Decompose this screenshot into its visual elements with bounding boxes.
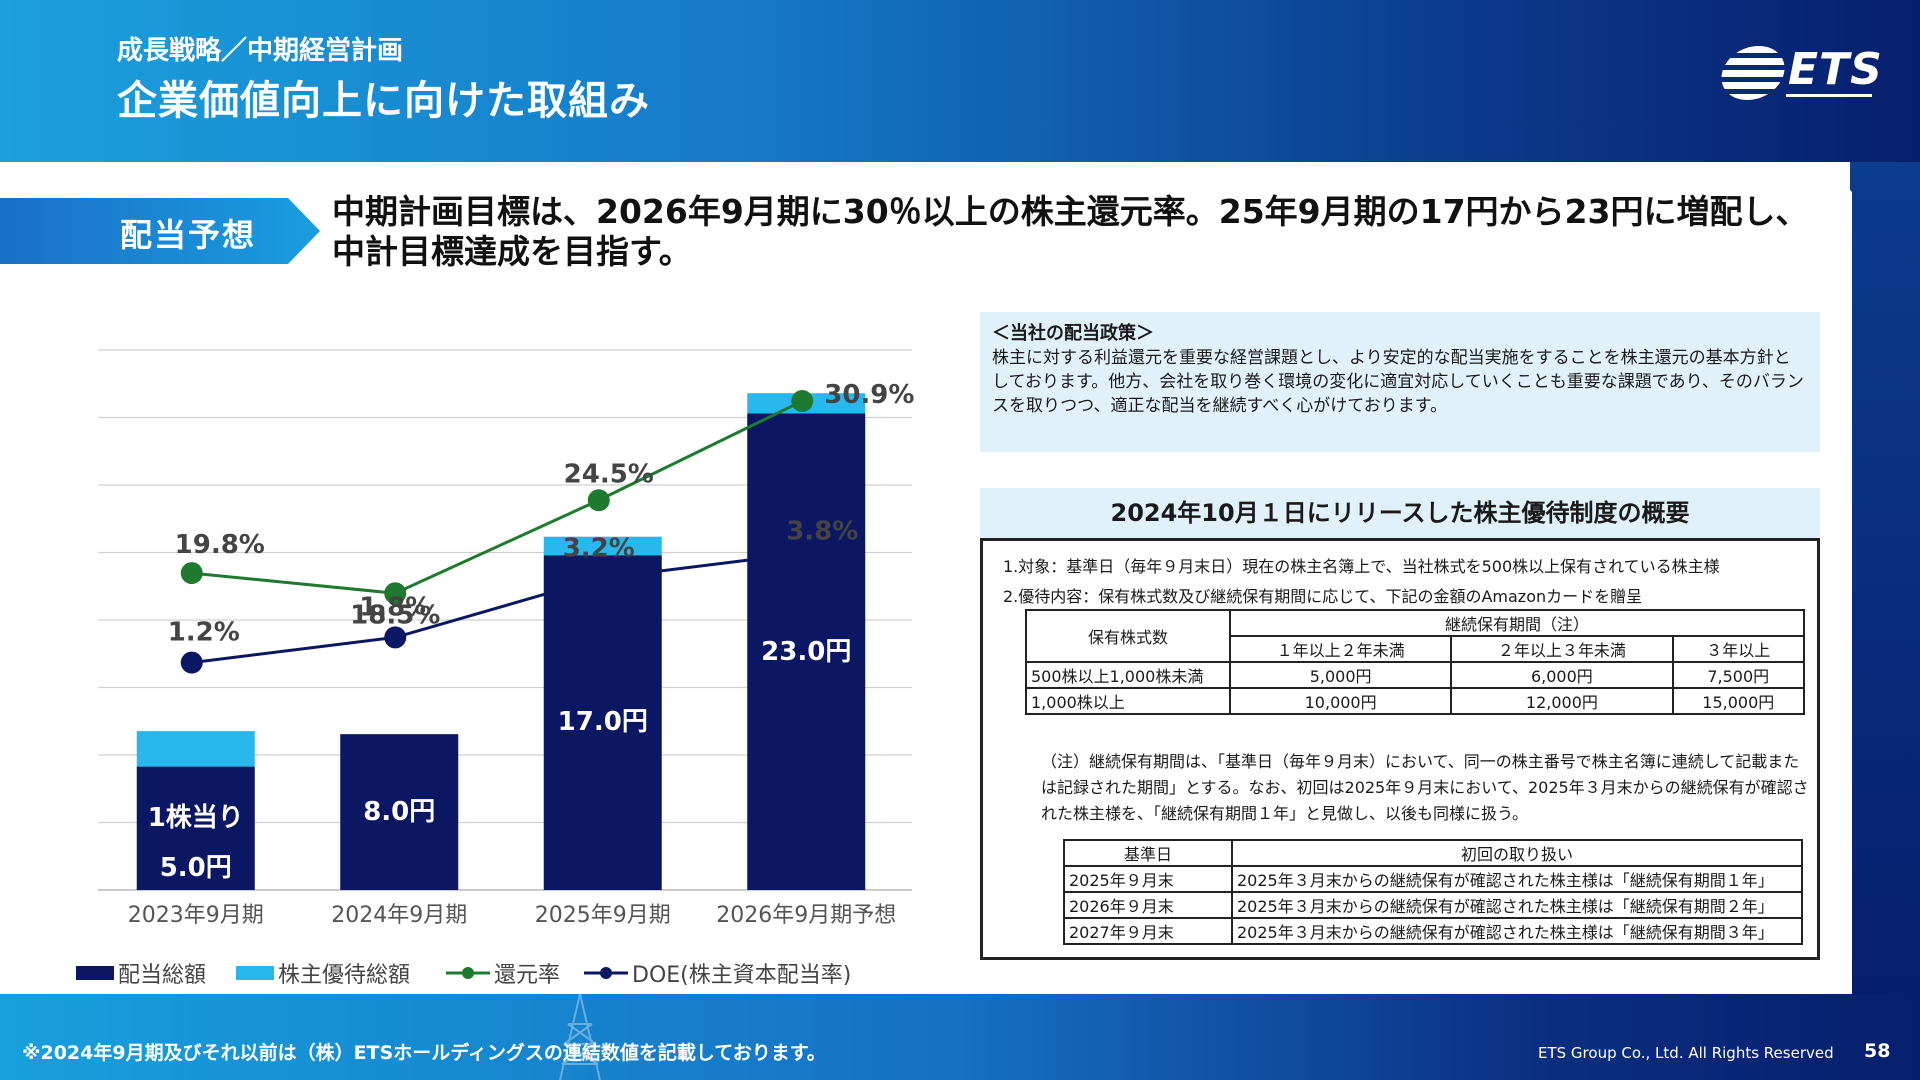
series-point-label: 30.9%	[824, 380, 914, 410]
series-line	[191, 399, 803, 595]
bar-benefit-total	[543, 536, 662, 556]
benefit-note: （注）継続保有期間は、「基準日（毎年９月末）において、同一の株主番号で株主名簿に…	[1029, 749, 1809, 827]
benefit-content: 2.優待内容：保有株式数及び継続保有期間に応じて、下記の金額のAmazonカード…	[1003, 587, 1643, 606]
legend-label: 還元率	[494, 963, 560, 988]
header-period-2: ２年以上３年未満	[1450, 635, 1674, 663]
series-point	[180, 651, 203, 674]
footer-band: ※2024年9月期及びそれ以前は（株）ETSホールディングスの連結数値を記載して…	[0, 994, 1920, 1080]
first-handling-table: 基準日 初回の取り扱い 2025年９月末 2025年３月末からの継続保有が確認さ…	[1063, 839, 1803, 945]
series-point	[791, 542, 814, 565]
chart-svg: 2023年9月期 1株当り 5.0円 2024年9月期 8.0円 2025年9月期 17.0…	[76, 349, 914, 988]
row-shares: 500株以上1,000株未満	[1025, 661, 1231, 689]
row-date: 2027年９月末	[1063, 917, 1233, 945]
benefit-title: 2024年10月１日にリリースした株主優待制度の概要	[980, 488, 1820, 538]
x-tick-label: 2024年9月期	[331, 903, 467, 928]
cell-value: 6,000円	[1450, 661, 1674, 689]
header-period-3: ３年以上	[1671, 635, 1806, 663]
header-date: 基準日	[1063, 839, 1233, 867]
legend-swatch	[76, 966, 114, 980]
table-row: 2026年９月末 2025年３月末からの継続保有が確認された株主様は「継続保有期…	[1063, 891, 1803, 919]
ets-logo: ETS	[1716, 42, 1882, 102]
section-tag: 配当予想	[0, 198, 320, 264]
legend-label: 配当総額	[118, 963, 206, 988]
header-period: 継続保有期間（注）	[1229, 609, 1805, 637]
series-point	[180, 562, 203, 585]
policy-body: 株主に対する利益還元を重要な経営課題とし、より安定的な配当実施をすることを株主還…	[992, 348, 1804, 416]
series-point	[791, 390, 814, 413]
dividend-chart: 2023年9月期 1株当り 5.0円 2024年9月期 8.0円 2025年9月期 17.0…	[0, 270, 960, 1010]
note-text: （注）継続保有期間は、「基準日（毎年９月末）において、同一の株主番号で株主名簿に…	[1041, 752, 1809, 823]
row-date: 2025年９月末	[1063, 865, 1233, 893]
series-point-label: 19.8%	[175, 530, 265, 560]
globe-icon	[1716, 46, 1790, 100]
table-row: 500株以上1,000株未満 5,000円 6,000円 7,500円	[1025, 661, 1806, 689]
series-point	[587, 567, 610, 590]
bar-dividend-total	[747, 413, 866, 890]
header-banner: 成長戦略／中期経営計画 企業価値向上に向けた取組み ETS	[0, 0, 1920, 162]
header-shares: 保有株式数	[1025, 609, 1231, 663]
cell-value: 5,000円	[1228, 661, 1453, 689]
page-number: 58	[1864, 1040, 1891, 1062]
headline: 中期計画目標は、2026年9月期に30％以上の株主還元率。25年9月期の17円か…	[332, 192, 1809, 271]
header-period-1: １年以上２年未満	[1228, 635, 1453, 663]
bar-value-label: 23.0円	[761, 637, 851, 667]
series-point-label: 1.2%	[168, 618, 240, 648]
cell-value: 15,000円	[1671, 687, 1806, 715]
cell-value: 10,000円	[1228, 687, 1453, 715]
cell-value: 12,000円	[1450, 687, 1674, 715]
series-point-label: 3.2%	[563, 534, 635, 564]
benefit-box: 1.対象：基準日（毎年９月末日）現在の株主名簿上で、当社株式を500株以上保有さ…	[980, 538, 1820, 960]
x-tick-label: 2023年9月期	[128, 903, 264, 928]
cell-value: 7,500円	[1671, 661, 1806, 689]
row-handling: 2025年３月末からの継続保有が確認された株主様は「継続保有期間１年」	[1231, 865, 1803, 893]
table-row: 2025年９月末 2025年３月末からの継続保有が確認された株主様は「継続保有期…	[1063, 865, 1803, 893]
series-point-label: 1.8%	[359, 592, 431, 622]
copyright: ETS Group Co., Ltd. All Rights Reserved	[1538, 1044, 1834, 1062]
legend-marker	[462, 967, 474, 979]
legend-marker	[600, 967, 612, 979]
row-date: 2026年９月末	[1063, 891, 1233, 919]
x-tick-label: 2026年9月期予想	[716, 903, 896, 928]
header-handling: 初回の取り扱い	[1231, 839, 1803, 867]
series-point-label: 3.8%	[786, 516, 858, 546]
logo-text: ETS	[1788, 44, 1883, 95]
bar-dividend-total	[340, 734, 459, 890]
row-shares: 1,000株以上	[1025, 687, 1231, 715]
series-line	[191, 551, 803, 665]
bar-dividend-total	[543, 555, 662, 890]
series-point-label: 18.5%	[350, 600, 440, 630]
legend-swatch	[236, 966, 274, 980]
series-point-label: 24.5%	[564, 459, 654, 489]
logo-underline	[1786, 94, 1872, 97]
row-handling: 2025年３月末からの継続保有が確認された株主様は「継続保有期間３年」	[1231, 917, 1803, 945]
dividend-policy-box: ＜当社の配当政策＞ 株主に対する利益還元を重要な経営課題とし、より安定的な配当実…	[980, 312, 1820, 452]
table-row: 2027年９月末 2025年３月末からの継続保有が確認された株主様は「継続保有期…	[1063, 917, 1803, 945]
page-title: 企業価値向上に向けた取組み	[117, 78, 650, 124]
policy-heading: ＜当社の配当政策＞	[992, 323, 1154, 344]
series-point	[384, 582, 407, 605]
bar-value-label: 17.0円	[558, 707, 648, 737]
section-subtitle: 成長戦略／中期経営計画	[117, 36, 404, 66]
section-tag-label: 配当予想	[120, 216, 257, 254]
right-band	[1850, 162, 1920, 994]
bar-benefit-total	[136, 731, 255, 767]
bar-value-label: 8.0円	[363, 797, 435, 827]
benefit-amount-table: 保有株式数 継続保有期間（注） １年以上２年未満 ２年以上３年未満 ３年以上 5…	[1025, 609, 1806, 715]
bar-value-label: 5.0円	[160, 853, 232, 883]
row-handling: 2025年３月末からの継続保有が確認された株主様は「継続保有期間２年」	[1231, 891, 1803, 919]
footer-note: ※2024年9月期及びそれ以前は（株）ETSホールディングスの連結数値を記載して…	[22, 1042, 826, 1064]
legend-label: DOE(株主資本配当率)	[632, 963, 851, 988]
bar-dividend-total	[136, 766, 255, 890]
series-point	[587, 489, 610, 512]
series-point	[384, 626, 407, 649]
table-row: 1,000株以上 10,000円 12,000円 15,000円	[1025, 687, 1806, 715]
legend-label: 株主優待総額	[278, 963, 410, 988]
bar-value-label: 1株当り	[148, 803, 244, 833]
power-tower-icon	[559, 994, 601, 1080]
benefit-target: 1.対象：基準日（毎年９月末日）現在の株主名簿上で、当社株式を500株以上保有さ…	[1003, 557, 1720, 576]
x-tick-label: 2025年9月期	[535, 903, 671, 928]
